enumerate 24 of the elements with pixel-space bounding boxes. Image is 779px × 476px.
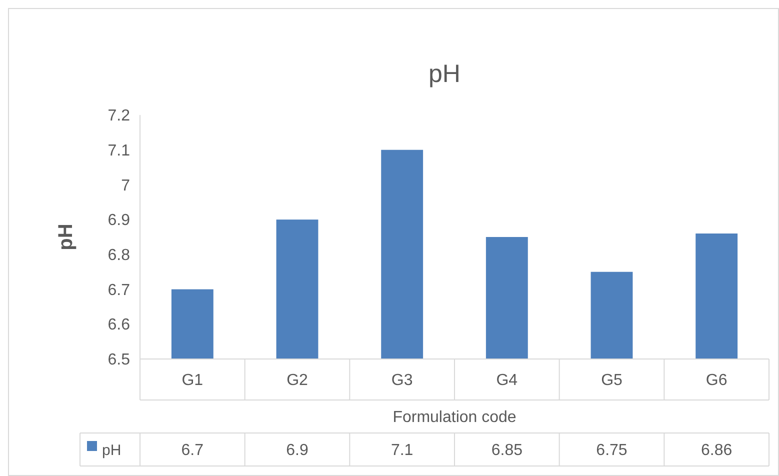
data-label: 6.7	[181, 442, 204, 460]
y-tick-label: 7	[121, 177, 130, 194]
x-tick-label: G5	[601, 372, 623, 390]
y-tick-label: 7.2	[108, 108, 130, 125]
y-axis-title: pH	[55, 224, 77, 250]
chart-title: pH	[428, 60, 460, 88]
y-tick-label: 6.5	[108, 352, 130, 369]
y-tick-label: 7.1	[108, 142, 130, 160]
x-axis-title: Formulation code	[392, 409, 516, 426]
data-label: 6.86	[701, 442, 732, 460]
data-label: 6.85	[491, 442, 523, 460]
y-tick-label: 6.7	[108, 282, 130, 299]
x-tick-label: G4	[496, 372, 518, 390]
y-tick-label: 6.8	[108, 247, 130, 264]
x-tick-label: G6	[706, 372, 728, 390]
data-label: 7.1	[390, 442, 414, 460]
x-tick-label: G2	[286, 372, 308, 390]
x-tick-label: G3	[391, 372, 413, 390]
x-tick-label: G1	[182, 372, 204, 390]
data-label: 6.75	[596, 442, 628, 460]
y-tick-label: 6.6	[108, 316, 130, 334]
data-label: 6.9	[286, 442, 308, 460]
y-tick-label: 6.9	[108, 212, 130, 230]
legend-label: pH	[102, 442, 122, 459]
